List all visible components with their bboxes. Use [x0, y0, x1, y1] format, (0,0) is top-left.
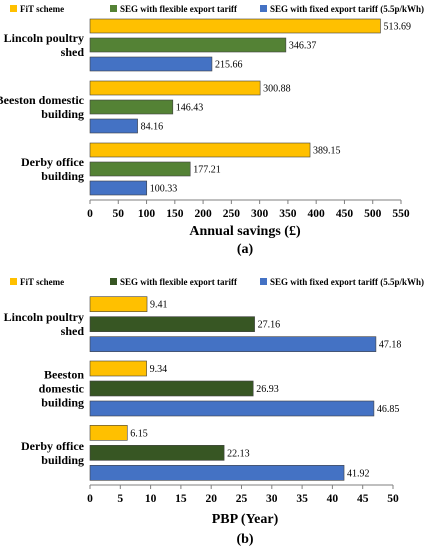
legend-label-2: SEG with flexible export tariff: [120, 4, 238, 14]
category-label: Beeston domestic: [0, 93, 85, 107]
chart-a-panel: FiT scheme SEG with flexible export tarif…: [0, 0, 429, 265]
category-label: building: [41, 396, 84, 410]
bar: [89, 296, 148, 312]
legend-swatch-1: [10, 5, 17, 12]
legend-swatch-2: [110, 278, 117, 285]
x-tick-label: 50: [113, 208, 125, 220]
x-tick-label: 15: [175, 493, 187, 505]
data-label: 513.69: [383, 22, 411, 33]
legend-label-1: FiT scheme: [20, 277, 64, 287]
bar: [89, 336, 377, 352]
category-label: domestic: [39, 382, 85, 396]
legend-swatch-3: [260, 5, 267, 12]
x-tick-label: 35: [296, 493, 308, 505]
bar: [89, 400, 375, 417]
data-label: 46.85: [377, 404, 400, 415]
bar: [89, 445, 225, 461]
x-tick-label: 5: [117, 493, 123, 505]
chart-caption: (b): [236, 532, 253, 547]
category-label: Beeston: [44, 368, 84, 382]
x-tick-label: 100: [138, 208, 156, 220]
bar: [89, 425, 128, 441]
category-label: shed: [61, 45, 85, 59]
data-label: 9.34: [150, 364, 168, 375]
data-label: 100.33: [150, 184, 178, 195]
data-label: 22.13: [227, 448, 250, 459]
x-tick-label: 200: [194, 208, 212, 220]
x-axis-title: Annual savings (£): [189, 224, 301, 239]
legend-swatch-1: [10, 278, 17, 285]
data-label: 26.93: [256, 384, 279, 395]
bar: [89, 161, 191, 177]
x-tick-label: 150: [166, 208, 184, 220]
data-label: 300.88: [263, 84, 291, 95]
category-label: Lincoln poultry: [4, 310, 84, 324]
x-tick-label: 300: [251, 208, 269, 220]
bar: [89, 37, 287, 53]
chart-a-svg: FiT scheme SEG with flexible export tarif…: [0, 4, 424, 257]
x-tick-label: 30: [266, 493, 278, 505]
data-label: 177.21: [193, 165, 221, 176]
data-label: 47.18: [379, 340, 402, 351]
chart-b-panel: FiT scheme SEG with flexible export tarif…: [0, 275, 429, 550]
x-tick-label: 25: [236, 493, 248, 505]
bar: [89, 380, 254, 397]
x-tick-label: 0: [87, 493, 93, 505]
bar: [89, 56, 213, 72]
x-tick-label: 0: [87, 208, 93, 220]
category-label: building: [41, 453, 84, 467]
bar: [89, 465, 345, 481]
category-label: Derby office: [21, 155, 85, 169]
bar: [89, 360, 147, 377]
chart-caption: (a): [237, 242, 254, 257]
data-label: 146.43: [176, 103, 204, 114]
category-label: Lincoln poultry: [4, 31, 84, 45]
x-axis-title: PBP (Year): [212, 512, 279, 527]
x-tick-label: 550: [392, 208, 410, 220]
bar: [89, 18, 381, 34]
x-tick-label: 350: [279, 208, 297, 220]
data-label: 389.15: [313, 146, 341, 157]
x-tick-label: 400: [308, 208, 326, 220]
legend-label-3: SEG with fixed export tariff (5.5p/kWh): [270, 4, 424, 14]
x-tick-label: 250: [223, 208, 241, 220]
data-label: 346.37: [289, 41, 317, 52]
legend-label-2: SEG with flexible export tariff: [120, 277, 238, 287]
category-label: Derby office: [21, 439, 85, 453]
legend-swatch-2: [110, 5, 117, 12]
x-tick-label: 10: [145, 493, 157, 505]
data-label: 9.41: [150, 300, 168, 311]
legend-label-1: FiT scheme: [20, 4, 64, 14]
category-label: shed: [61, 324, 85, 338]
bar: [89, 99, 174, 115]
chart-b-svg: FiT scheme SEG with flexible export tarif…: [4, 277, 424, 547]
category-label: building: [41, 107, 84, 121]
x-tick-label: 20: [205, 493, 217, 505]
bar: [89, 180, 148, 196]
legend-label-3: SEG with fixed export tariff (5.5p/kWh): [270, 277, 424, 287]
x-tick-label: 500: [364, 208, 382, 220]
bar: [89, 142, 311, 158]
data-label: 84.16: [141, 122, 164, 133]
data-label: 215.66: [215, 60, 243, 71]
x-tick-label: 450: [336, 208, 354, 220]
data-label: 6.15: [130, 428, 148, 439]
category-label: building: [41, 169, 84, 183]
legend-swatch-3: [260, 278, 267, 285]
x-tick-label: 45: [357, 493, 369, 505]
bar: [89, 80, 261, 96]
data-label: 41.92: [347, 468, 370, 479]
data-label: 27.16: [258, 320, 281, 331]
x-tick-label: 50: [387, 493, 399, 505]
bar: [89, 316, 255, 332]
x-tick-label: 40: [327, 493, 339, 505]
bar: [89, 118, 138, 134]
